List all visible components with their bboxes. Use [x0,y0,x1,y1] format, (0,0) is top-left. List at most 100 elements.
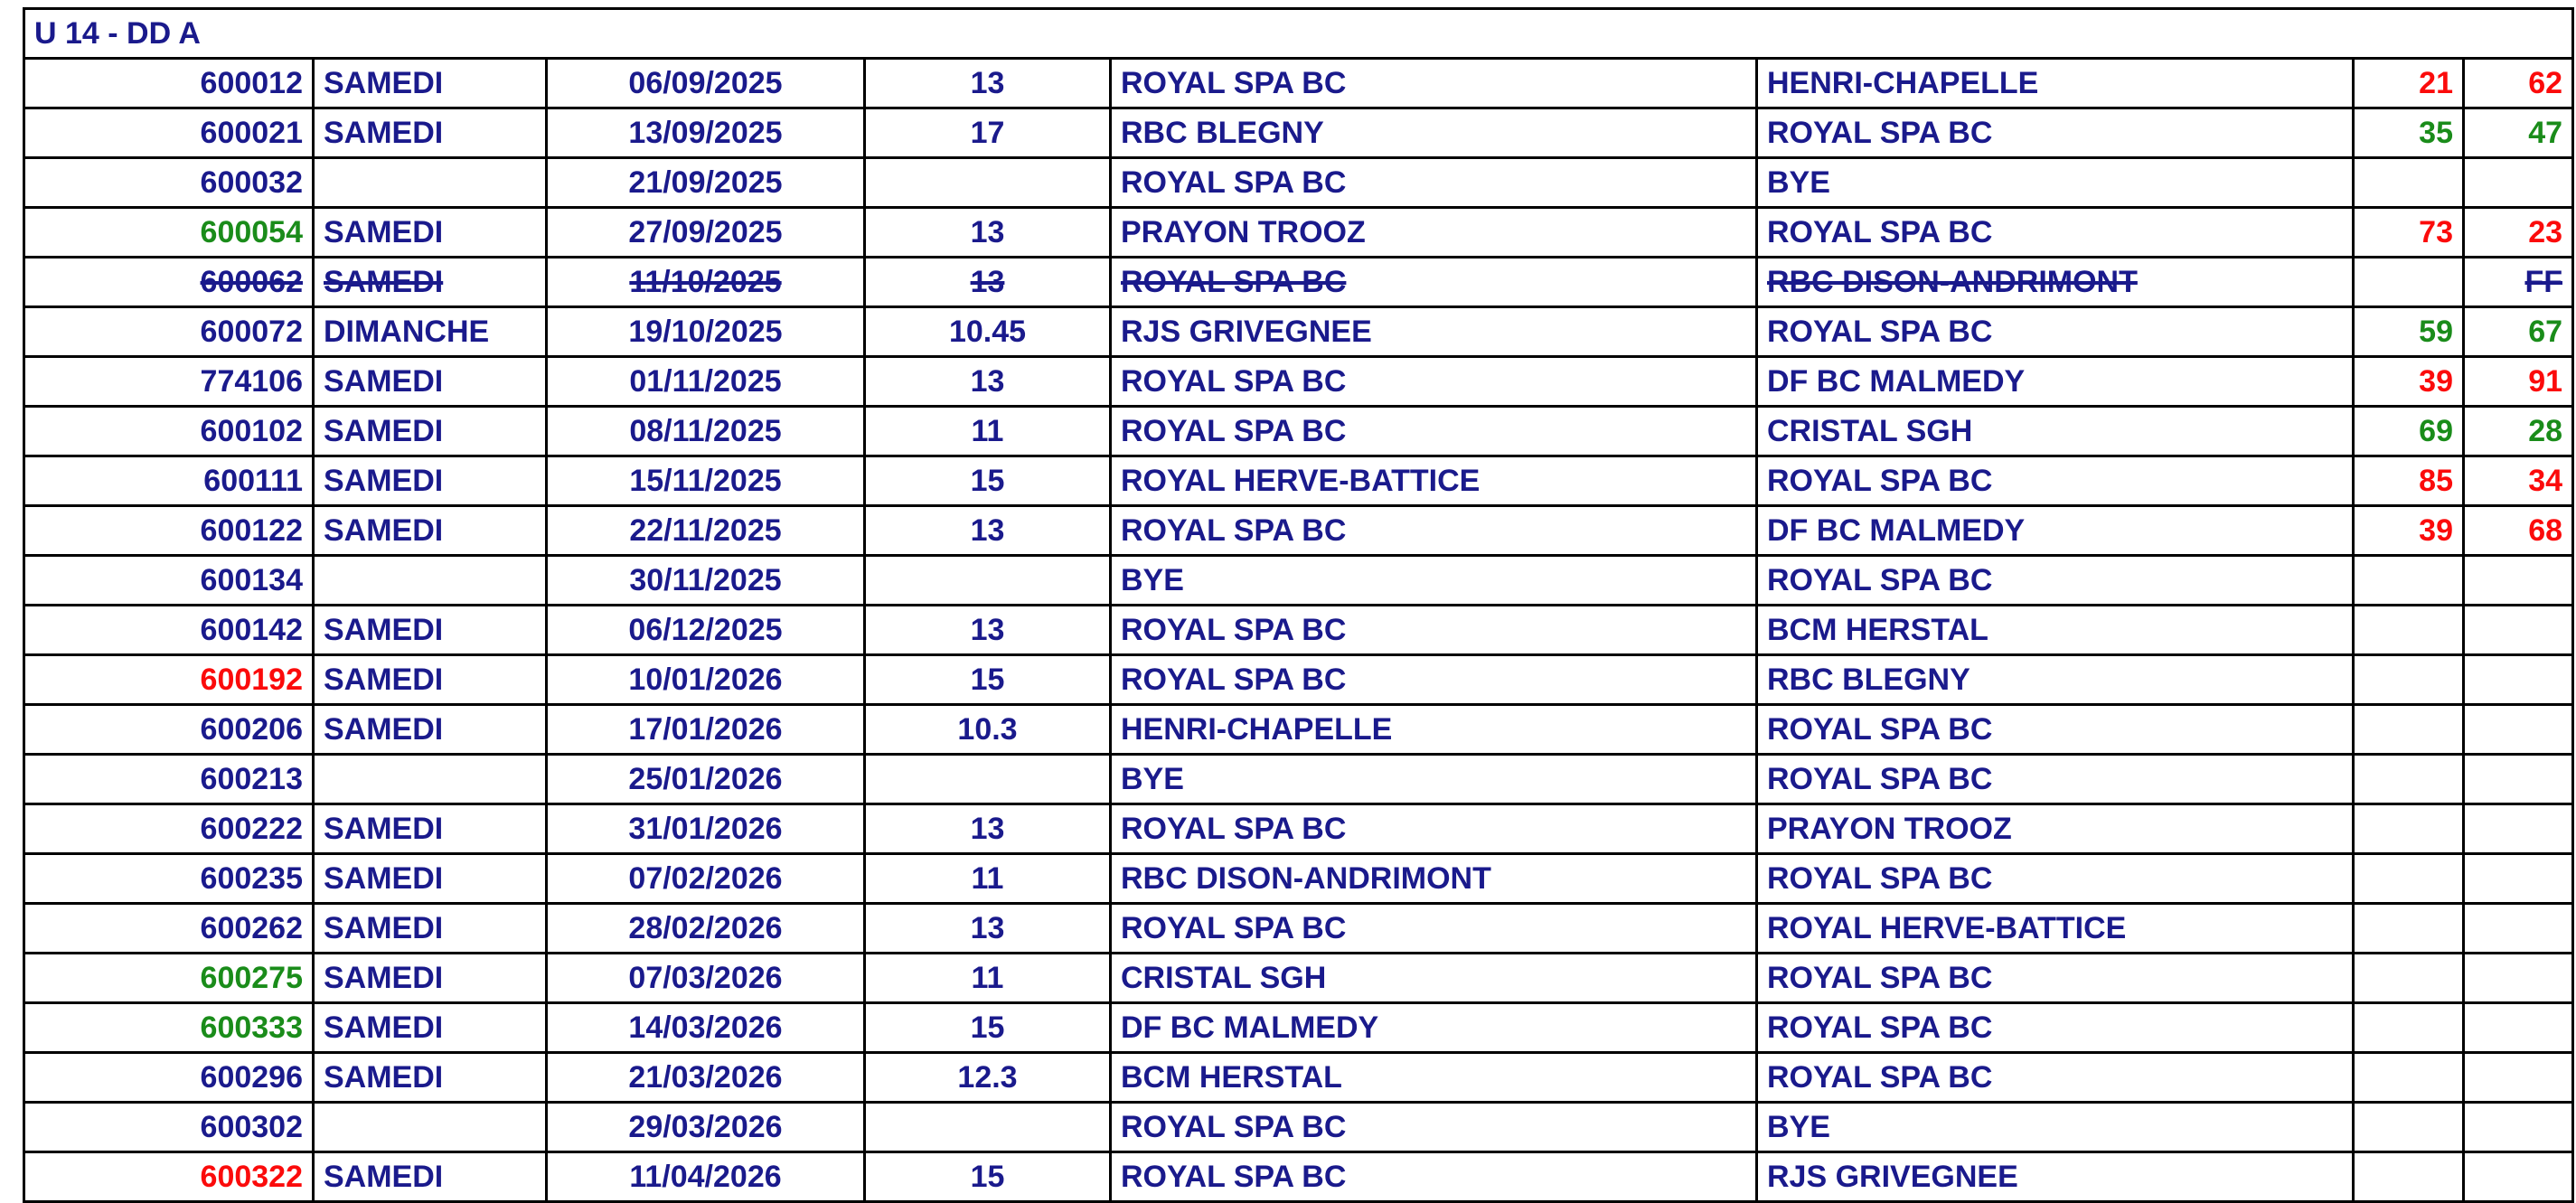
home-score-cell [2352,1001,2465,1054]
day-cell [312,753,548,805]
away-team-cell: PRAYON TROOZ [1755,803,2355,855]
match-id-cell: 600192 [23,653,315,706]
table-row[interactable]: 600054 SAMEDI 27/09/2025 13 PRAYON TROOZ ROYA… [23,206,2575,258]
home-score-cell [2352,156,2465,209]
table-row[interactable]: 600192 SAMEDI 10/01/2026 15 ROYAL SPA BC RBC … [23,653,2575,706]
home-team-cell: ROYAL SPA BC [1109,1151,1758,1203]
away-team-cell: RBC BLEGNY [1755,653,2355,706]
day-cell: SAMEDI [312,653,548,706]
table-row[interactable]: 600296 SAMEDI 21/03/2026 12.3 BCM HERSTAL ROY… [23,1051,2575,1104]
match-id-cell: 600322 [23,1151,315,1203]
match-id-cell: 600142 [23,604,315,656]
away-score-cell [2461,653,2575,706]
home-score-cell [2352,852,2465,905]
time-cell: 13 [863,504,1112,557]
day-cell: SAMEDI [312,604,548,656]
match-id-cell: 600072 [23,305,315,358]
home-score-cell [2352,952,2465,1004]
time-cell [863,753,1112,805]
away-team-cell: ROYAL SPA BC [1755,455,2355,507]
away-team-cell: ROYAL SPA BC [1755,206,2355,258]
date-cell: 17/01/2026 [545,703,866,756]
away-score-cell [2461,753,2575,805]
day-cell: SAMEDI [312,206,548,258]
table-row[interactable]: 600012 SAMEDI 06/09/2025 13 ROYAL SPA BC HENR… [23,57,2575,109]
time-cell: 11 [863,852,1112,905]
home-team-cell: BYE [1109,554,1758,606]
match-id-cell: 600032 [23,156,315,209]
away-score-cell [2461,703,2575,756]
home-team-cell: ROYAL SPA BC [1109,604,1758,656]
table-row[interactable]: 600322 SAMEDI 11/04/2026 15 ROYAL SPA BC RJS … [23,1151,2575,1203]
away-score-cell [2461,1051,2575,1104]
home-team-cell: CRISTAL SGH [1109,952,1758,1004]
time-cell: 13 [863,57,1112,109]
home-team-cell: HENRI-CHAPELLE [1109,703,1758,756]
date-cell: 31/01/2026 [545,803,866,855]
away-team-cell: BCM HERSTAL [1755,604,2355,656]
day-cell: DIMANCHE [312,305,548,358]
match-id-cell: 600134 [23,554,315,606]
day-cell [312,1101,548,1153]
home-score-cell: 69 [2352,405,2465,457]
away-team-cell: BYE [1755,156,2355,209]
home-score-cell [2352,256,2465,308]
table-row[interactable]: 774106 SAMEDI 01/11/2025 13 ROYAL SPA BC DF B… [23,355,2575,408]
home-team-cell: ROYAL SPA BC [1109,504,1758,557]
away-score-cell [2461,803,2575,855]
day-cell [312,554,548,606]
date-cell: 22/11/2025 [545,504,866,557]
table-row[interactable]: 600275 SAMEDI 07/03/2026 11 CRISTAL SGH ROYAL… [23,952,2575,1004]
home-team-cell: ROYAL SPA BC [1109,902,1758,954]
home-team-cell: BCM HERSTAL [1109,1051,1758,1104]
home-score-cell: 59 [2352,305,2465,358]
table-row[interactable]: 600333 SAMEDI 14/03/2026 15 DF BC MALMEDY ROY… [23,1001,2575,1054]
table-row[interactable]: 600235 SAMEDI 07/02/2026 11 RBC DISON-ANDRIM… [23,852,2575,905]
away-score-cell [2461,554,2575,606]
home-score-cell [2352,753,2465,805]
page-title: U 14 - DD A [22,7,2575,60]
table-row[interactable]: 600021 SAMEDI 13/09/2025 17 RBC BLEGNY ROYAL … [23,107,2575,159]
table-row[interactable]: 600102 SAMEDI 08/11/2025 11 ROYAL SPA BC CRIS… [23,405,2575,457]
away-score-cell: 67 [2461,305,2575,358]
away-team-cell: RJS GRIVEGNEE [1755,1151,2355,1203]
time-cell: 13 [863,256,1112,308]
date-cell: 01/11/2025 [545,355,866,408]
date-cell: 14/03/2026 [545,1001,866,1054]
table-row[interactable]: 600032 21/09/2025 ROYAL SPA BC BYE [23,156,2575,209]
table-row[interactable]: 600206 SAMEDI 17/01/2026 10.3 HENRI-CHAPELLE… [23,703,2575,756]
table-row[interactable]: 600111 SAMEDI 15/11/2025 15 ROYAL HERVE-BATT… [23,455,2575,507]
away-score-cell [2461,902,2575,954]
match-id-cell: 600062 [23,256,315,308]
home-score-cell: 35 [2352,107,2465,159]
home-score-cell: 73 [2352,206,2465,258]
table-row[interactable]: 600142 SAMEDI 06/12/2025 13 ROYAL SPA BC BCM … [23,604,2575,656]
table-row[interactable]: 600213 25/01/2026 BYE ROYAL SPA BC [23,753,2575,805]
table-row[interactable]: 600302 29/03/2026 ROYAL SPA BC BYE [23,1101,2575,1153]
date-cell: 27/09/2025 [545,206,866,258]
table-row[interactable]: 600222 SAMEDI 31/01/2026 13 ROYAL SPA BC PRAY… [23,803,2575,855]
table-row[interactable]: 600262 SAMEDI 28/02/2026 13 ROYAL SPA BC ROYA… [23,902,2575,954]
day-cell: SAMEDI [312,1051,548,1104]
home-team-cell: DF BC MALMEDY [1109,1001,1758,1054]
match-id-cell: 600102 [23,405,315,457]
away-team-cell: DF BC MALMEDY [1755,355,2355,408]
home-team-cell: ROYAL HERVE-BATTICE [1109,455,1758,507]
time-cell: 13 [863,604,1112,656]
table-row[interactable]: 600122 SAMEDI 22/11/2025 13 ROYAL SPA BC DF B… [23,504,2575,557]
table-row[interactable]: 600072 DIMANCHE 19/10/2025 10.45 RJS GRIVEGN… [23,305,2575,358]
home-score-cell [2352,703,2465,756]
table-row[interactable]: 600062 SAMEDI 11/10/2025 13 ROYAL SPA BC RBC … [23,256,2575,308]
table-row[interactable]: 600134 30/11/2025 BYE ROYAL SPA BC [23,554,2575,606]
time-cell: 13 [863,355,1112,408]
away-score-cell [2461,852,2575,905]
home-team-cell: RBC DISON-ANDRIMONT [1109,852,1758,905]
day-cell: SAMEDI [312,1001,548,1054]
match-id-cell: 600222 [23,803,315,855]
match-id-cell: 600296 [23,1051,315,1104]
time-cell: 15 [863,653,1112,706]
date-cell: 29/03/2026 [545,1101,866,1153]
home-score-cell: 21 [2352,57,2465,109]
home-score-cell [2352,1051,2465,1104]
away-score-cell [2461,156,2575,209]
